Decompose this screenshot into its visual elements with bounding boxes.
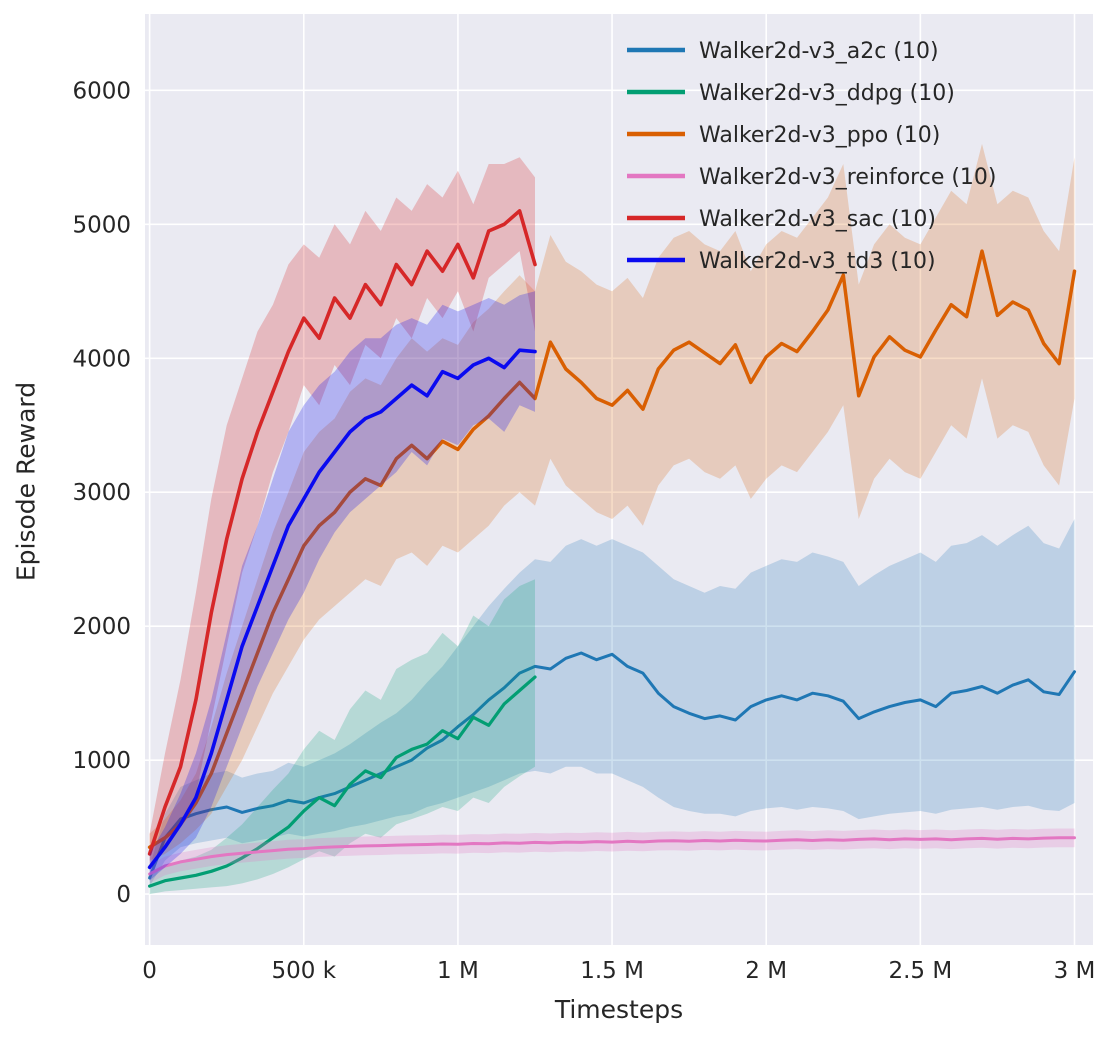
legend-label-ppo: Walker2d-v3_ppo (10) [699, 123, 940, 148]
series-reinforce-band [149, 828, 1075, 884]
series-td3-band [149, 291, 535, 881]
y-tick-label: 6000 [72, 78, 131, 104]
series-td3-line [147, 348, 537, 870]
y-tick-label: 0 [116, 882, 131, 908]
y-tick-label: 1000 [72, 748, 131, 774]
series-ppo-band [149, 143, 1075, 861]
x-tick-label: 2 M [745, 958, 787, 984]
legend-item-sac: Walker2d-v3_sac (10) [627, 207, 936, 232]
y-tick-label: 2000 [72, 614, 131, 640]
x-tick-label: 2.5 M [888, 958, 952, 984]
series-a2c-band [149, 519, 1075, 887]
legend: Walker2d-v3_a2c (10) Walker2d-v3_ddpg (10… [627, 39, 997, 274]
legend-label-a2c: Walker2d-v3_a2c (10) [699, 39, 939, 64]
x-tick-label: 1.5 M [580, 958, 644, 984]
legend-item-reinforce: Walker2d-v3_reinforce (10) [627, 165, 997, 190]
series-reinforce-line [148, 836, 1076, 876]
x-tick-label: 3 M [1054, 958, 1096, 984]
legend-item-a2c: Walker2d-v3_a2c (10) [627, 39, 939, 64]
series-ddpg-band [149, 579, 535, 895]
y-tick-label: 4000 [72, 346, 131, 372]
series-ppo-line [147, 249, 1077, 849]
y-axis-label: Episode Reward [11, 381, 41, 582]
series-ddpg-line [148, 675, 537, 888]
legend-label-td3: Walker2d-v3_td3 (10) [699, 249, 936, 274]
legend-item-ppo: Walker2d-v3_ppo (10) [627, 123, 940, 148]
x-axis-label: Timesteps [554, 995, 684, 1024]
x-tick-label: 0 [142, 958, 157, 984]
x-tick-label: 500 k [272, 958, 337, 984]
legend-label-sac: Walker2d-v3_sac (10) [699, 207, 936, 232]
legend-label-ddpg: Walker2d-v3_ddpg (10) [699, 81, 955, 106]
legend-item-td3: Walker2d-v3_td3 (10) [627, 249, 936, 274]
y-tick-label: 5000 [72, 212, 131, 238]
legend-item-ddpg: Walker2d-v3_ddpg (10) [627, 81, 955, 106]
legend-label-reinforce: Walker2d-v3_reinforce (10) [699, 165, 997, 190]
y-tick-label: 3000 [72, 480, 131, 506]
series-sac-line [147, 209, 537, 856]
series-a2c-line [148, 651, 1076, 880]
x-tick-label: 1 M [437, 958, 479, 984]
